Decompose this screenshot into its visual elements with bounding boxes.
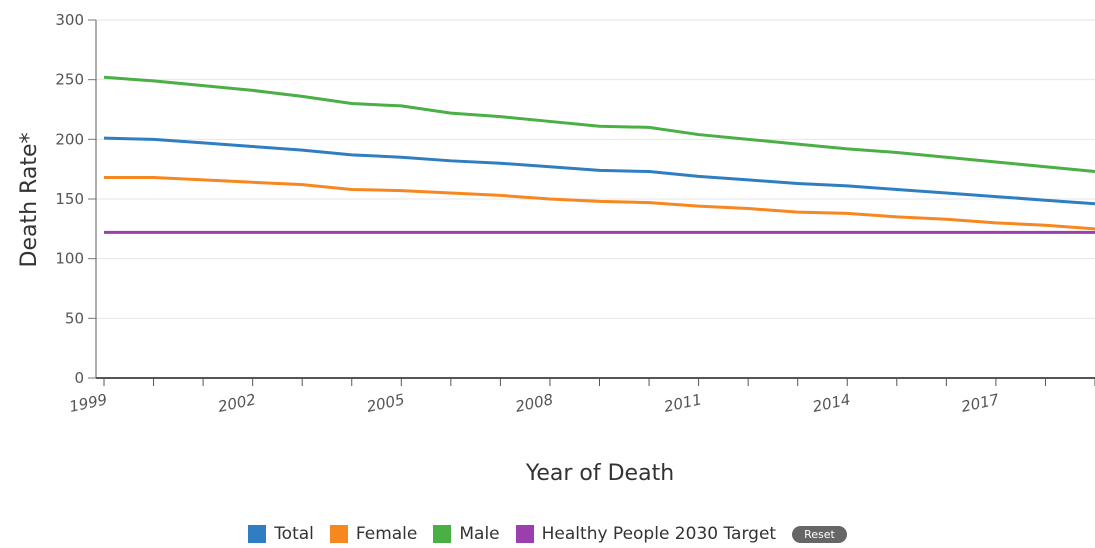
x-tick-label-2002: 2002 bbox=[216, 390, 257, 416]
y-tick-label-200: 200 bbox=[55, 130, 84, 148]
y-tick-label-250: 250 bbox=[55, 71, 84, 89]
series-line-male[interactable] bbox=[103, 75, 1095, 174]
series-line-total[interactable] bbox=[103, 136, 1095, 206]
y-tick-label-0: 0 bbox=[74, 369, 84, 387]
legend-swatch-hp2030-target bbox=[515, 525, 534, 543]
legend-label-male: Male bbox=[459, 524, 500, 544]
y-tick-label-100: 100 bbox=[55, 250, 84, 268]
legend-swatch-female bbox=[329, 525, 348, 543]
x-axis-title: Year of Death bbox=[525, 461, 674, 486]
legend-label-female: Female bbox=[355, 524, 418, 544]
x-tick-label-2017: 2017 bbox=[960, 390, 1002, 416]
series-line-female[interactable] bbox=[104, 176, 1095, 231]
y-tick-label-150: 150 bbox=[55, 190, 84, 208]
y-tick-label-300: 300 bbox=[55, 11, 84, 29]
legend-item-hp2030-target[interactable]: Healthy People 2030 Target bbox=[515, 524, 777, 544]
series-lines bbox=[103, 75, 1095, 234]
legend-item-male[interactable]: Male bbox=[433, 524, 500, 544]
reset-button[interactable]: Reset bbox=[792, 525, 847, 543]
x-tick-label-1999: 1999 bbox=[68, 390, 109, 416]
gridlines bbox=[96, 19, 1095, 319]
legend-swatch-total bbox=[248, 525, 267, 543]
axes: 0 50 100 150 200 250 300 1999 2002 2005 2008 2011 20… bbox=[55, 11, 1095, 416]
x-tick-label-2011: 2011 bbox=[662, 390, 703, 416]
line-chart: 0 50 100 150 200 250 300 1999 2002 2005 2008 2011 20… bbox=[17, 11, 1095, 486]
legend-item-total[interactable]: Total bbox=[248, 524, 314, 544]
legend-label-hp2030-target: Healthy People 2030 Target bbox=[541, 524, 777, 544]
x-tick-label-2008: 2008 bbox=[514, 390, 555, 416]
y-tick-label-50: 50 bbox=[65, 309, 84, 327]
chart-legend: Total Female Male Healthy People 2030 Ta… bbox=[0, 520, 1095, 548]
x-tick-label-2014: 2014 bbox=[811, 390, 852, 416]
legend-label-total: Total bbox=[274, 524, 314, 544]
x-tick-label-2005: 2005 bbox=[365, 390, 406, 416]
legend-swatch-male bbox=[433, 525, 452, 543]
legend-item-female[interactable]: Female bbox=[329, 524, 418, 544]
y-axis-title: Death Rate* bbox=[17, 133, 42, 268]
